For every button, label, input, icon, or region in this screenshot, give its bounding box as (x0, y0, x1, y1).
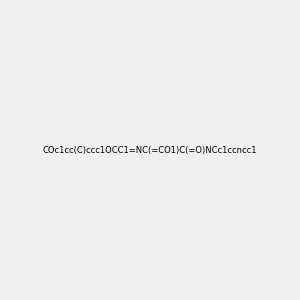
Text: COc1cc(C)ccc1OCC1=NC(=CO1)C(=O)NCc1ccncc1: COc1cc(C)ccc1OCC1=NC(=CO1)C(=O)NCc1ccncc… (43, 146, 257, 154)
